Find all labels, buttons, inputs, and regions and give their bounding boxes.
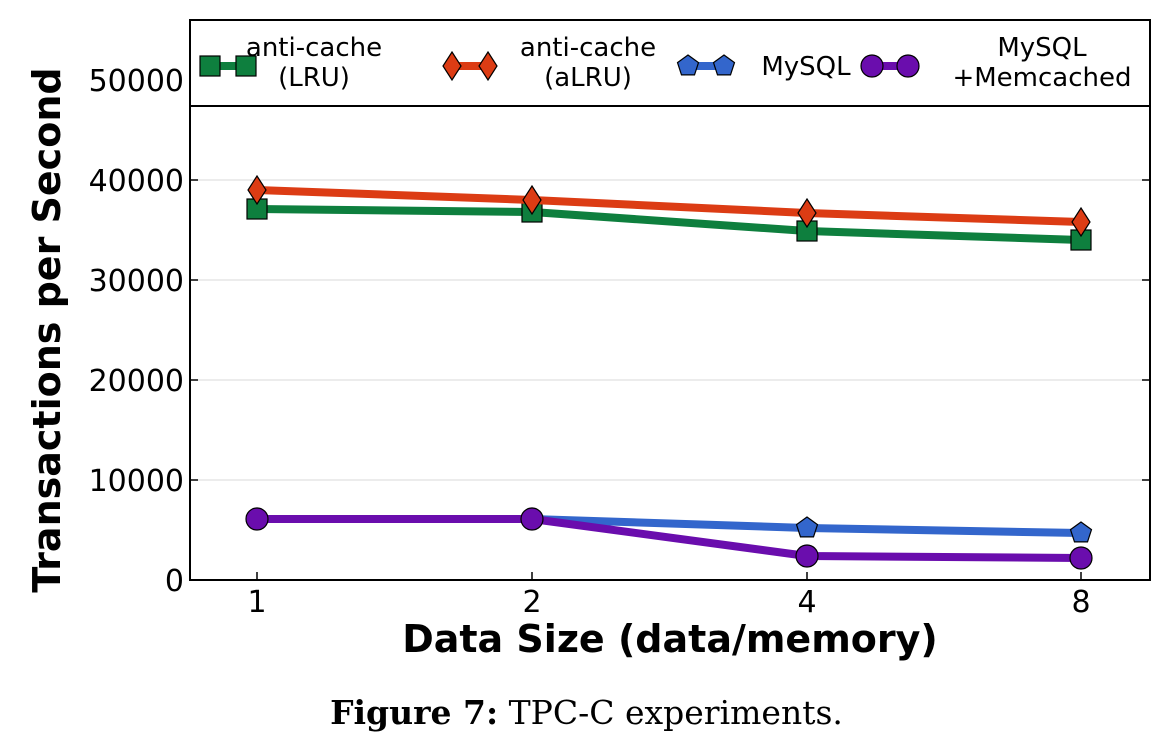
legend-marker	[860, 54, 884, 78]
legend-label: (aLRU)	[544, 63, 632, 93]
grid-lines	[190, 79, 1150, 581]
legend-marker	[442, 50, 462, 82]
data-point	[797, 197, 817, 229]
legend-marker	[478, 50, 498, 82]
data-point	[1069, 521, 1093, 543]
series-diamond	[247, 174, 1091, 238]
x-tick-label: 8	[1071, 585, 1090, 620]
data-point	[247, 174, 267, 206]
figure-caption: Figure 7: TPC-C experiments.	[0, 693, 1173, 732]
legend-entry: anti-cache(aLRU)	[442, 33, 656, 93]
legend: anti-cache(LRU)anti-cache(aLRU) MySQLMySQ…	[189, 19, 1151, 107]
series-circle	[245, 507, 1093, 570]
data-point	[795, 516, 819, 538]
legend-label: +Memcached	[952, 63, 1131, 93]
caption-label: Figure 7:	[330, 693, 499, 732]
legend-entry: MySQL	[676, 52, 851, 82]
y-tick-label: 50000	[89, 64, 184, 99]
x-axis-label: Data Size (data/memory)	[402, 617, 938, 661]
x-tick-label: 4	[797, 585, 816, 620]
series-line	[257, 515, 1082, 562]
y-tick-label: 30000	[89, 264, 184, 299]
series-line	[256, 186, 1082, 226]
x-tick-label: 1	[247, 585, 266, 620]
legend-entry: anti-cache(LRU)	[199, 33, 382, 93]
legend-label: anti-cache	[246, 33, 382, 63]
y-axis-label: Transactions per Second	[25, 67, 69, 592]
data-point	[795, 544, 819, 568]
data-point	[245, 507, 269, 531]
data-point	[1071, 206, 1091, 238]
series-line	[256, 205, 1082, 244]
series-layer	[245, 174, 1093, 570]
legend-marker	[235, 55, 257, 77]
y-axis: 0 10000 20000 30000 40000 50000	[89, 64, 1150, 599]
data-point	[522, 184, 542, 216]
data-point	[1069, 546, 1093, 570]
legend-marker	[896, 54, 920, 78]
legend-entry: MySQL+Memcached	[860, 33, 1132, 93]
y-tick-label: 10000	[89, 464, 184, 499]
data-point	[520, 507, 544, 531]
caption-text: TPC-C experiments.	[508, 693, 843, 732]
legend-marker	[676, 54, 700, 76]
legend-marker	[712, 54, 736, 76]
legend-label: anti-cache	[520, 33, 656, 63]
legend-box	[189, 19, 1151, 107]
chart: 0 10000 20000 30000 40000 50000 1 2 4 8 anti-cac…	[25, 19, 1151, 661]
y-tick-label: 20000	[89, 364, 184, 399]
legend-label: MySQL	[761, 52, 851, 82]
x-tick-label: 2	[522, 585, 541, 620]
y-tick-label: 0	[165, 564, 184, 599]
y-tick-label: 40000	[89, 164, 184, 199]
legend-marker	[199, 55, 221, 77]
legend-label: MySQL	[997, 33, 1087, 63]
legend-label: (LRU)	[278, 63, 350, 93]
